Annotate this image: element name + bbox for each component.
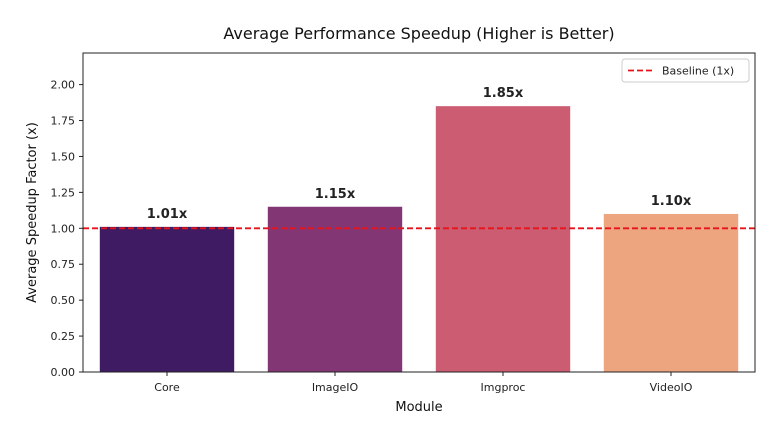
y-tick-label: 0.75 (51, 258, 76, 271)
y-tick-label: 1.25 (51, 186, 76, 199)
x-tick-label: Imgproc (481, 381, 526, 394)
y-tick-label: 0.50 (51, 294, 76, 307)
y-tick-label: 1.75 (51, 115, 76, 128)
bar-videoio (603, 213, 739, 372)
y-tick-label: 2.00 (51, 79, 76, 92)
x-axis: Core ImageIO Imgproc VideoIO (154, 372, 693, 394)
legend-box (621, 58, 750, 83)
legend: Baseline (1x) (621, 58, 750, 83)
bar-value-label: 1.10x (651, 194, 692, 209)
bars-group (99, 106, 739, 373)
x-tick-label: VideoIO (650, 381, 693, 394)
y-tick-label: 0.00 (51, 366, 76, 379)
y-tick-label: 1.00 (51, 222, 76, 235)
bar-value-label: 1.01x (147, 207, 188, 222)
y-axis: 0.00 0.25 0.50 0.75 1.00 1.25 1.50 1.75 2.00 (51, 79, 83, 379)
y-tick-label: 0.25 (51, 330, 76, 343)
legend-label: Baseline (1x) (662, 65, 734, 78)
bar-labels-group: 1.01x 1.15x 1.85x 1.10x (147, 86, 692, 222)
x-tick-label: Core (154, 381, 180, 394)
bar-core (99, 226, 235, 372)
chart-title: Average Performance Speedup (Higher is B… (223, 24, 614, 43)
bar-value-label: 1.85x (483, 86, 524, 101)
bar-value-label: 1.15x (315, 187, 356, 202)
y-axis-label: Average Speedup Factor (x) (25, 122, 40, 303)
bar-imageio (267, 206, 403, 372)
x-tick-label: ImageIO (312, 381, 359, 394)
x-axis-label: Module (395, 400, 442, 415)
bar-imgproc (435, 106, 571, 373)
plot-frame (82, 52, 756, 373)
y-tick-label: 1.50 (51, 150, 76, 163)
